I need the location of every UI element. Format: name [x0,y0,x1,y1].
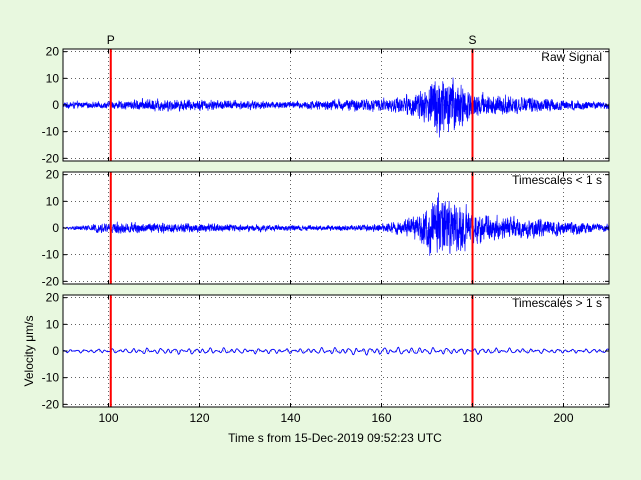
x-tick-label: 180 [462,411,482,425]
panel-short-timescales: -20 -10 0 10 20 Timescales < 1 s [42,168,610,288]
y-tick-label: -10 [42,248,60,262]
y-tick-label: 0 [52,221,59,235]
pick-label-p: P [107,33,115,47]
panel-long-timescales: -20 -10 0 10 20 100 120 140 160 180 200 Timescales… [42,291,610,425]
y-tick-label: -20 [42,274,60,288]
y-tick-label: 20 [46,45,60,59]
y-tick-label: -20 [42,151,60,165]
x-tick-label: 120 [189,411,209,425]
panel-short-annotation: Timescales < 1 s [512,173,602,187]
panel-short-waveform [62,192,610,256]
y-tick-label: 20 [46,168,60,182]
y-tick-label: -10 [42,125,60,139]
panel-short-axes: -20 -10 0 10 20 [42,168,609,288]
panel-raw-annotation: Raw Signal [541,50,602,64]
panel-long-annotation: Timescales > 1 s [512,296,602,310]
panel-short-picks [109,172,474,284]
x-tick-label: 100 [98,411,118,425]
panel-long-waveform [62,346,610,356]
y-tick-label: 0 [52,344,59,358]
y-tick-label: 10 [46,71,60,85]
pick-label-s: S [468,33,476,47]
x-tick-label: 140 [280,411,300,425]
y-tick-label: -20 [42,397,60,411]
panel-long-picks [109,295,474,407]
x-tick-label: 200 [553,411,573,425]
y-tick-label: 20 [46,291,60,305]
panel-raw-waveform [62,77,610,138]
y-tick-label: 10 [46,194,60,208]
panel-raw-axes: -20 -10 0 10 20 [42,45,609,165]
y-tick-label: 0 [52,98,59,112]
y-tick-label: -10 [42,371,60,385]
x-tick-label: 160 [371,411,391,425]
y-axis-label: Velocity μm/s [22,316,36,387]
x-axis-label: Time s from 15-Dec-2019 09:52:23 UTC [228,431,442,445]
panel-long-axes: -20 -10 0 10 20 100 120 140 160 180 200 [42,291,609,425]
y-tick-label: 10 [46,317,60,331]
